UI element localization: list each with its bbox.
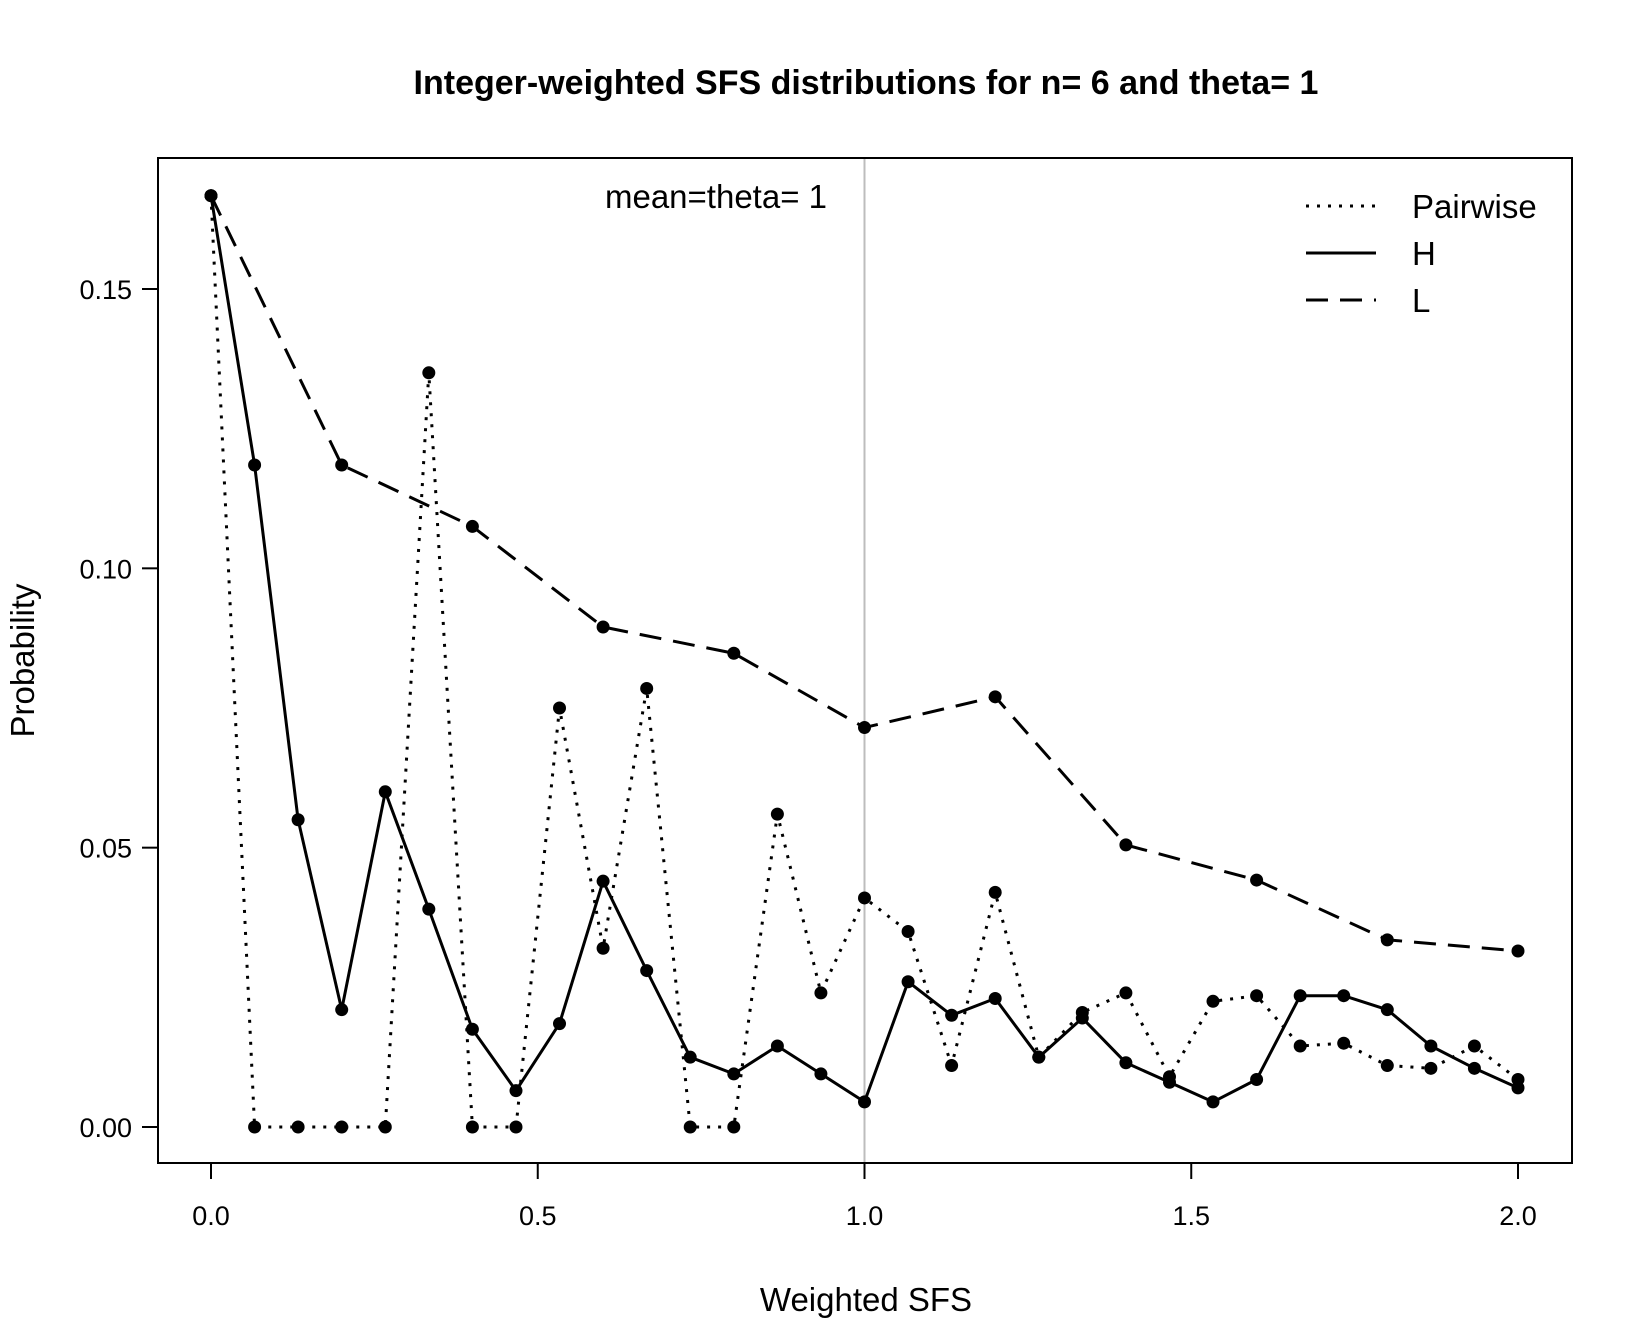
data-point-pairwise — [509, 1120, 523, 1134]
data-point-h — [1162, 1075, 1176, 1089]
data-point-h — [945, 1008, 959, 1022]
data-point-pairwise — [770, 807, 784, 821]
x-tick-label: 1.5 — [1172, 1201, 1210, 1231]
data-point-pairwise — [945, 1059, 959, 1073]
legend-label-h: H — [1412, 235, 1436, 272]
y-tick-label: 0.05 — [79, 834, 132, 864]
data-point-h — [422, 902, 436, 916]
data-point-h — [1075, 1011, 1089, 1025]
data-point-h — [291, 813, 305, 827]
data-point-l — [988, 690, 1002, 704]
y-tick-label: 0.10 — [79, 554, 132, 584]
data-point-h — [1424, 1039, 1438, 1053]
data-point-l — [727, 646, 741, 660]
data-point-h — [378, 785, 392, 799]
chart-title: Integer-weighted SFS distributions for n… — [414, 64, 1319, 102]
data-point-l — [1119, 838, 1133, 852]
data-point-h — [596, 874, 610, 888]
plot-area — [204, 158, 1525, 1163]
data-point-pairwise — [988, 885, 1002, 899]
data-point-pairwise — [596, 941, 610, 955]
data-point-h — [858, 1095, 871, 1109]
data-point-l — [465, 519, 479, 533]
data-point-pairwise — [640, 681, 654, 695]
data-point-pairwise — [1119, 986, 1133, 1000]
data-point-l — [858, 721, 871, 735]
data-point-pairwise — [901, 924, 915, 938]
y-axis-label: Probability — [4, 583, 41, 738]
data-point-h — [1250, 1073, 1264, 1087]
y-tick-label: 0.00 — [79, 1113, 132, 1143]
data-point-h — [1032, 1050, 1046, 1064]
legend: Pairwise HL — [1306, 188, 1537, 319]
data-point-pairwise — [291, 1120, 305, 1134]
data-point-h — [770, 1039, 784, 1053]
x-tick-label: 1.0 — [846, 1201, 884, 1231]
data-point-pairwise — [1250, 989, 1264, 1003]
data-point-h — [335, 1003, 349, 1017]
x-tick-label: 0.5 — [519, 1201, 557, 1231]
data-point-pairwise — [553, 701, 567, 715]
data-point-h — [509, 1084, 523, 1098]
data-point-pairwise — [1293, 1039, 1307, 1053]
data-point-pairwise — [248, 1120, 262, 1134]
data-point-pairwise — [727, 1120, 741, 1134]
data-point-h — [727, 1067, 741, 1081]
data-point-h — [1467, 1061, 1481, 1075]
data-point-h — [640, 964, 654, 978]
data-point-l — [1511, 944, 1525, 958]
data-point-pairwise — [1337, 1036, 1351, 1050]
legend-label-l: L — [1412, 282, 1430, 319]
x-axis-label: Weighted SFS — [760, 1281, 972, 1318]
data-point-l — [596, 620, 610, 634]
data-point-l — [1380, 933, 1394, 947]
data-point-h — [248, 458, 262, 472]
x-tick-label: 0.0 — [192, 1201, 230, 1231]
data-point-pairwise — [465, 1120, 479, 1134]
data-point-pairwise — [378, 1120, 392, 1134]
data-point-h — [683, 1050, 697, 1064]
data-point-pairwise — [1424, 1061, 1438, 1075]
data-point-pairwise — [683, 1120, 697, 1134]
data-point-pairwise — [814, 986, 828, 1000]
data-point-h — [988, 992, 1002, 1006]
mean-annotation: mean=theta= 1 — [605, 178, 827, 215]
data-point-l — [204, 189, 218, 203]
data-point-pairwise — [1467, 1039, 1481, 1053]
data-point-h — [553, 1017, 567, 1031]
data-point-l — [335, 458, 349, 472]
data-point-h — [465, 1022, 479, 1036]
data-point-h — [1380, 1003, 1394, 1017]
data-point-pairwise — [335, 1120, 349, 1134]
data-point-h — [1119, 1056, 1133, 1070]
data-point-h — [901, 975, 915, 989]
data-point-pairwise — [858, 891, 871, 905]
data-point-h — [814, 1067, 828, 1081]
data-point-l — [1250, 873, 1264, 887]
legend-label-pairwise: Pairwise — [1412, 188, 1537, 225]
data-point-pairwise — [422, 366, 436, 380]
data-point-h — [1511, 1081, 1525, 1095]
data-point-h — [1293, 989, 1307, 1003]
data-point-pairwise — [1206, 994, 1220, 1008]
y-tick-label: 0.15 — [79, 275, 132, 305]
data-point-h — [1206, 1095, 1220, 1109]
data-point-pairwise — [1380, 1059, 1394, 1073]
data-point-h — [1337, 989, 1351, 1003]
x-tick-label: 2.0 — [1499, 1201, 1537, 1231]
